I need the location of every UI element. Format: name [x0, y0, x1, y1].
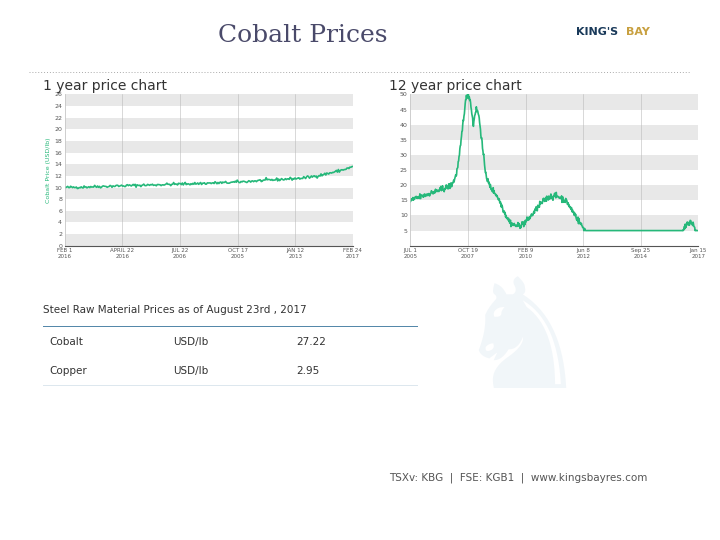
Bar — [65, 141, 353, 153]
Y-axis label: Cobalt Price (USD/lb): Cobalt Price (USD/lb) — [46, 137, 51, 203]
Bar — [410, 185, 698, 200]
Text: 27.22: 27.22 — [297, 336, 327, 347]
Bar — [410, 155, 698, 170]
Text: 1 year price chart: 1 year price chart — [43, 79, 167, 93]
Text: KING'S: KING'S — [576, 28, 618, 37]
Bar — [410, 125, 698, 140]
Bar — [65, 234, 353, 246]
Bar — [410, 94, 698, 110]
Bar — [65, 164, 353, 176]
Text: USD/lb: USD/lb — [173, 366, 208, 376]
Bar — [65, 118, 353, 130]
Bar — [65, 94, 353, 106]
Text: Copper: Copper — [50, 366, 87, 376]
Text: USD/lb: USD/lb — [173, 336, 208, 347]
Text: 2.95: 2.95 — [297, 366, 320, 376]
Text: 12 year price chart: 12 year price chart — [389, 79, 521, 93]
Text: Steel Raw Material Prices as of August 23rd , 2017: Steel Raw Material Prices as of August 2… — [43, 305, 307, 315]
Bar — [410, 215, 698, 231]
Text: TSXv: KBG  |  FSE: KGB1  |  www.kingsbayres.com: TSXv: KBG | FSE: KGB1 | www.kingsbayres.… — [390, 472, 647, 483]
Text: Cobalt Prices: Cobalt Prices — [217, 24, 387, 46]
Bar — [65, 187, 353, 199]
Bar — [65, 211, 353, 222]
Text: BAY: BAY — [626, 28, 650, 37]
Text: ♞: ♞ — [454, 271, 590, 420]
Text: Cobalt: Cobalt — [50, 336, 84, 347]
